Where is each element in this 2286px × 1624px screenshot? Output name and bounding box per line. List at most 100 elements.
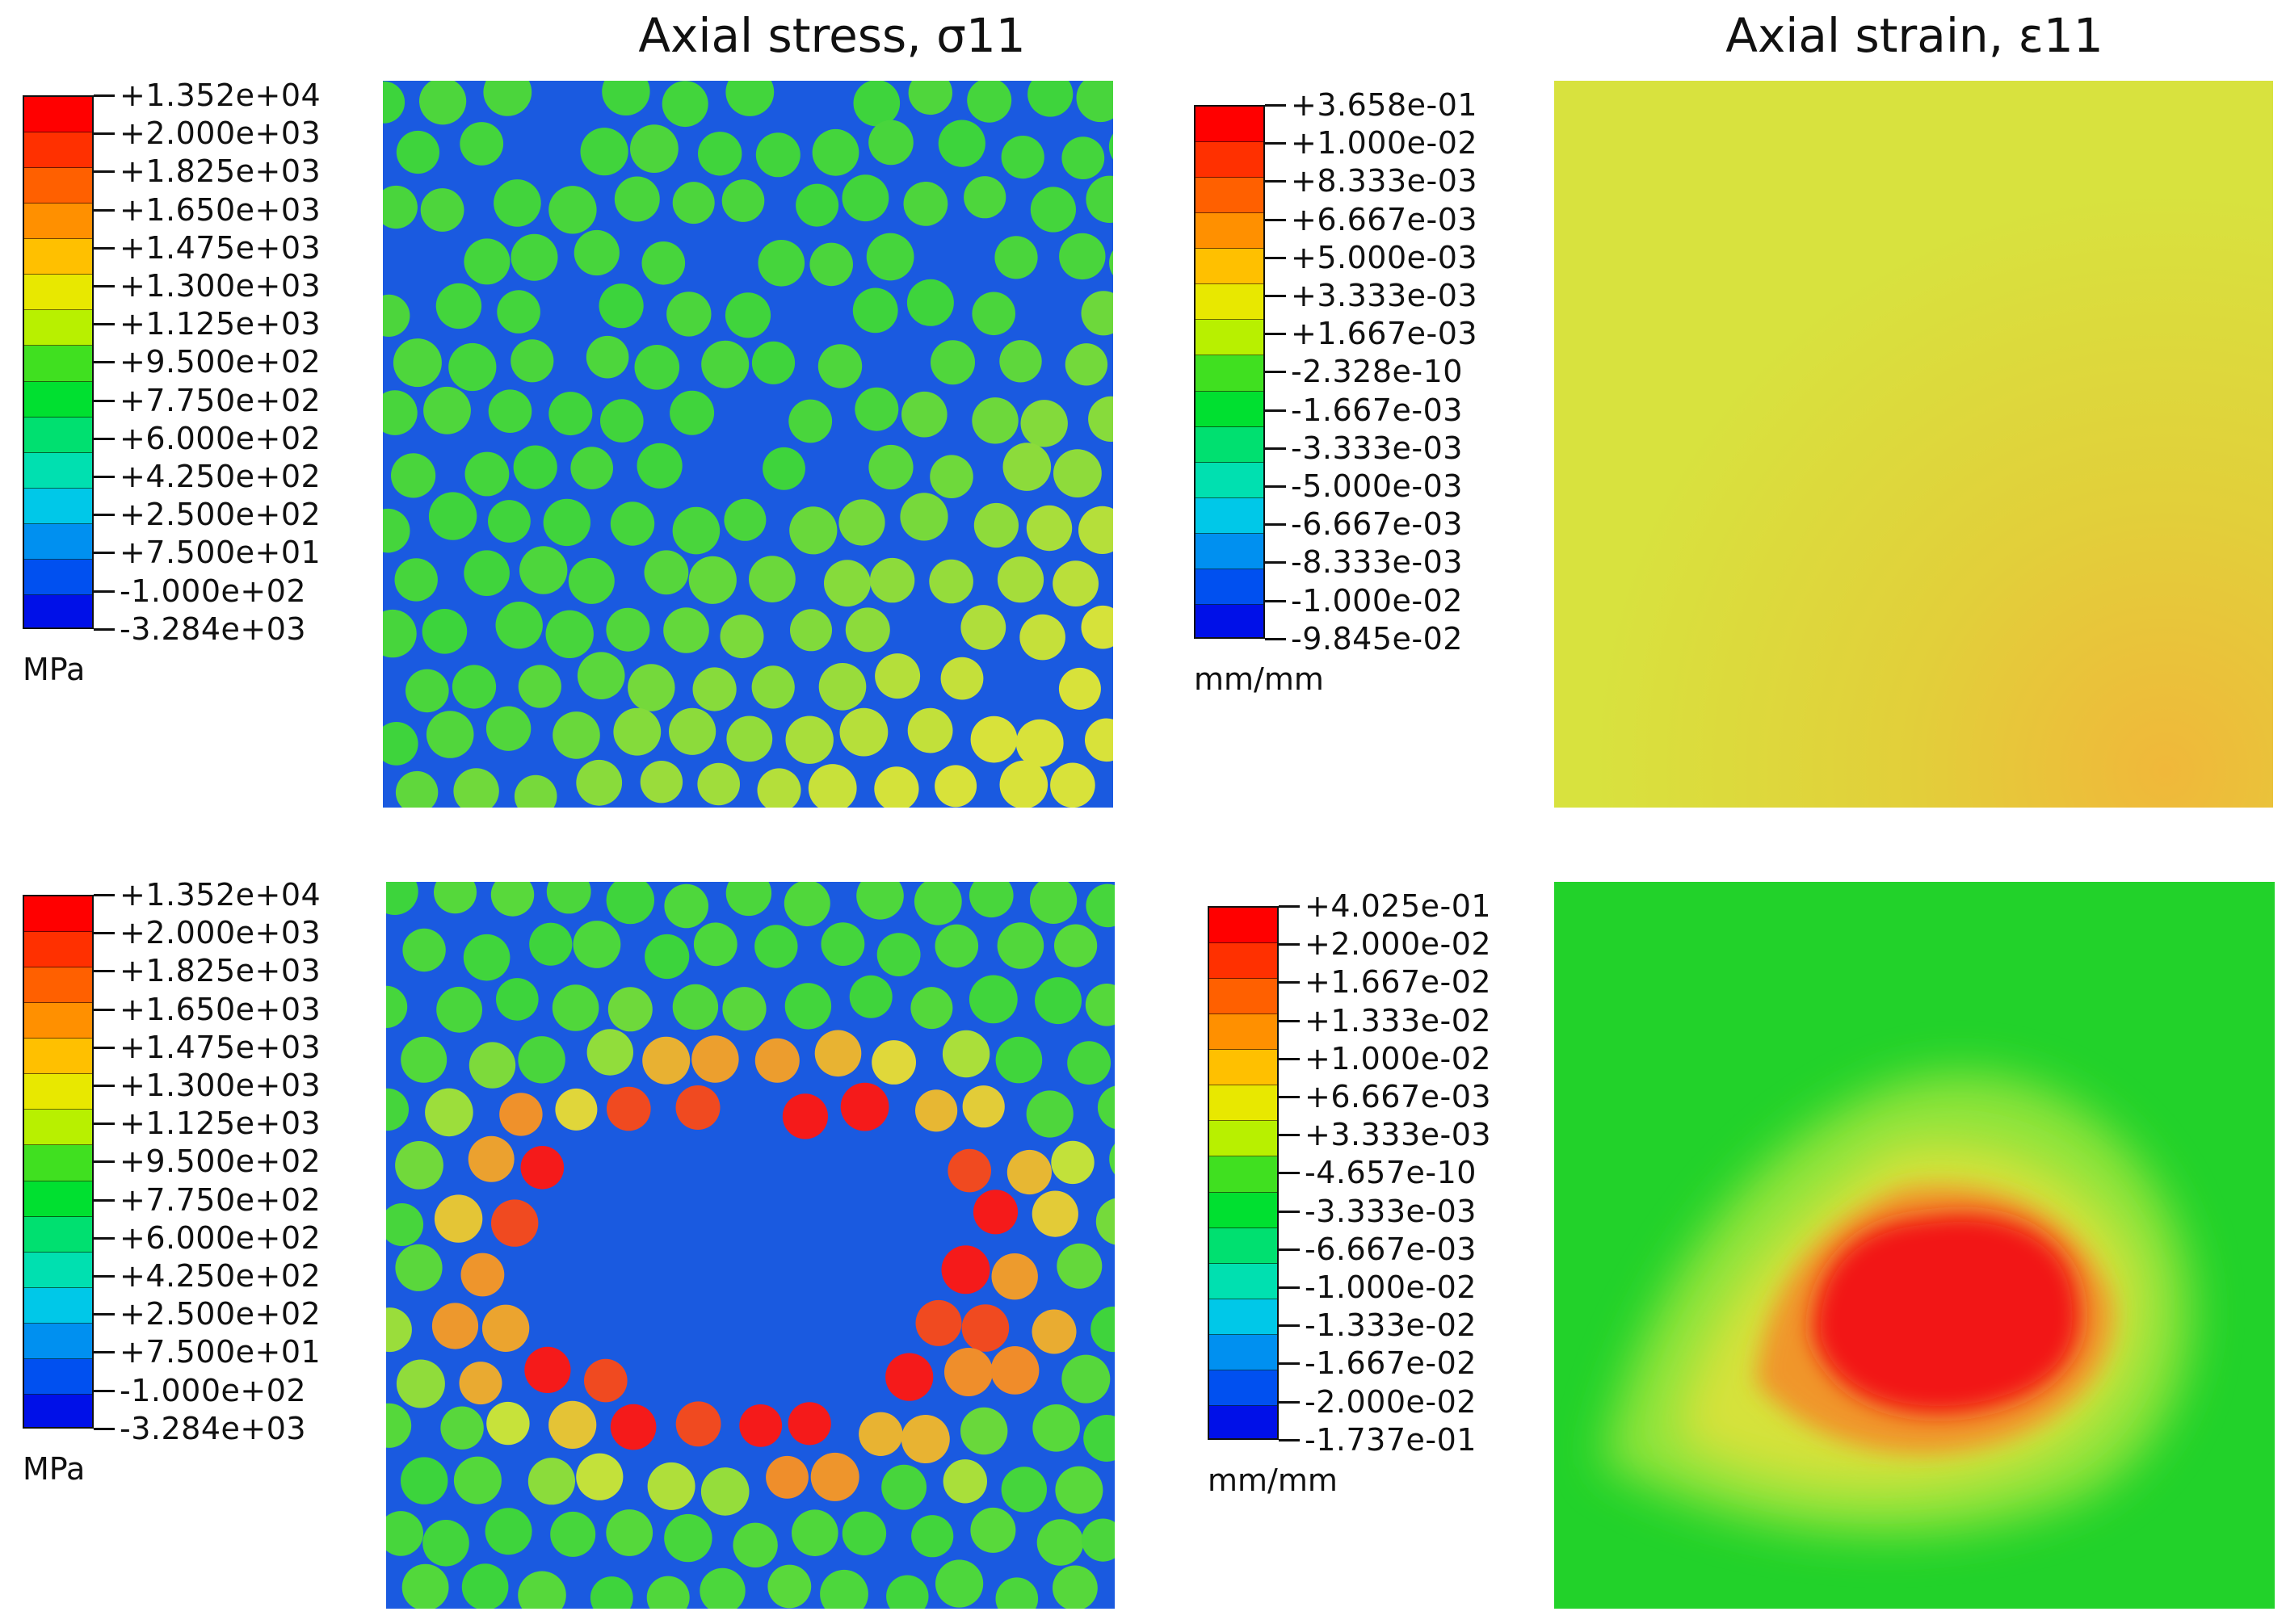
fiber [401,1563,449,1609]
fiber [488,389,532,433]
colorbar-tick [1265,180,1286,183]
colorbar-tick [94,361,115,364]
colorbar-tick [1279,1438,1300,1441]
colorbar-tick [94,590,115,593]
colorbar-band [24,452,92,489]
colorbar-tick-label: +1.300e+03 [120,268,321,304]
fiber [580,128,628,176]
fiber [577,652,625,699]
colorbar-tick [94,1351,115,1354]
colorbar-tick [1279,981,1300,984]
colorbar-tick [94,132,115,136]
fiber [453,768,499,808]
colorbar-band [1209,1299,1277,1335]
fiber [788,399,833,443]
fiber [610,1404,657,1450]
fiber [948,1148,991,1193]
colorbar-tick [1279,1286,1300,1289]
fiber [497,290,540,334]
fiber [529,922,573,966]
colorbar-band [1196,213,1263,250]
colorbar-tick-label: +1.333e-02 [1305,1002,1492,1039]
colorbar-tick-label: +1.475e+03 [120,1029,321,1065]
colorbar-tick-label: +1.667e-03 [1291,316,1478,352]
fiber [499,1093,543,1136]
fiber [576,1453,624,1500]
colorbar-band [1209,1085,1277,1122]
colorbar-tick-label: +2.000e+03 [120,915,321,951]
fiber [646,1576,690,1609]
fiber [817,344,863,388]
fiber [785,715,834,764]
colorbar-tick-label: +1.352e+04 [120,78,321,113]
colorbar-tick [1265,599,1286,602]
fiber [666,292,712,337]
fiber [839,707,889,757]
fiber [967,81,1012,123]
colorbar-band [1209,1050,1277,1086]
fiber [463,934,511,981]
fiber [1032,1404,1080,1452]
fiber [1020,400,1068,447]
colorbar-tick [1265,295,1286,297]
colorbar-tick [94,437,115,440]
fiber [1032,1190,1078,1237]
fiber [853,81,901,127]
colorbar-tick [1279,1019,1300,1022]
fiber [810,1452,859,1501]
fiber [1032,1309,1077,1354]
fiber [519,546,568,594]
fiber [1057,1243,1103,1289]
colorbar-band [1196,533,1263,569]
colorbar-band [24,1216,92,1253]
colorbar-band [1196,284,1263,321]
fiber [739,1404,783,1447]
fiber [1015,719,1064,767]
colorbar-tick [1265,485,1286,488]
fiber [1053,449,1102,497]
fiber [726,715,773,762]
fiber [527,1458,575,1505]
fiber [935,924,979,968]
fiber [386,1203,424,1246]
fiber [973,1190,1019,1235]
fiber [1078,506,1113,554]
fiber [513,445,557,489]
fiber [995,1577,1039,1609]
fiber [1085,718,1113,762]
fiber [766,1455,809,1499]
colorbar-band [24,1394,92,1427]
colorbar-tick [94,1198,115,1202]
fiber [733,1522,778,1567]
fiber [550,1511,596,1557]
colorbar-band [24,1287,92,1324]
colorbar-tick-label: -2.000e-02 [1305,1383,1477,1420]
fiber [548,392,593,436]
fiber [876,933,921,976]
fiber [997,556,1044,603]
fiber [637,443,683,489]
fiber [1027,81,1074,117]
fiber [425,1088,473,1137]
fiber [1065,343,1108,386]
colorbar [1194,105,1265,639]
fiber [672,506,721,555]
fiber [698,132,742,176]
fiber [724,498,767,541]
fiber [1035,977,1082,1025]
colorbar-tick-label: +1.125e+03 [120,306,321,342]
fiber [725,882,772,917]
colorbar-tick-label: +2.000e+03 [120,115,321,152]
fiber [1002,443,1052,491]
fiber [969,882,1014,918]
fiber [545,610,594,658]
fiber [1108,133,1113,160]
fiber [383,390,418,435]
colorbar-tick [1279,943,1300,946]
fiber [1086,175,1113,223]
fiber [796,183,839,227]
colorbar-band [1209,1014,1277,1051]
fiber [395,1244,443,1291]
fiber [406,669,449,713]
colorbar-band [1196,497,1263,534]
